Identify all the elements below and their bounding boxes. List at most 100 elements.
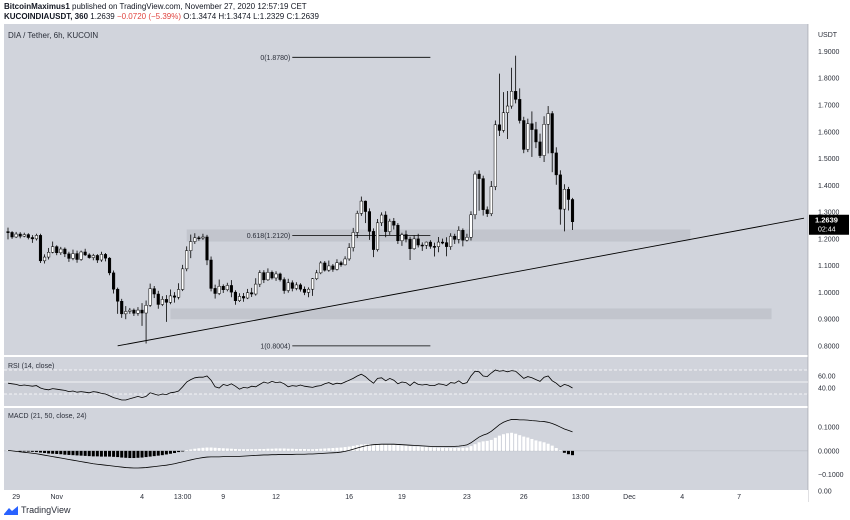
macd-histogram-bar: [510, 432, 514, 451]
macd-histogram-bar: [152, 450, 156, 457]
candle-body: [538, 141, 542, 156]
macd-histogram-bar: [266, 448, 270, 451]
macd-histogram-bar: [156, 450, 160, 456]
candle-body: [315, 272, 319, 280]
macd-histogram-bar: [22, 450, 26, 452]
macd-histogram-bar: [278, 448, 282, 451]
candle-body: [514, 91, 518, 100]
candle-body: [274, 273, 278, 279]
time-tick-label: 29: [12, 494, 20, 501]
candle-body: [164, 299, 168, 303]
macd-histogram-bar: [343, 447, 347, 451]
candle-body: [396, 224, 400, 241]
candle-body: [445, 242, 449, 247]
candle-body: [416, 238, 420, 246]
candle-body: [294, 284, 298, 289]
tradingview-footer: TradingView: [4, 504, 71, 516]
macd-histogram-bar: [457, 448, 461, 451]
macd-histogram-bar: [376, 444, 380, 451]
macd-histogram-bar: [209, 447, 213, 451]
candle-body: [95, 255, 99, 261]
macd-histogram-bar: [181, 450, 185, 452]
candle-body: [128, 309, 132, 312]
macd-histogram-bar: [237, 449, 241, 451]
candle-body: [453, 235, 457, 240]
candle-body: [71, 253, 75, 259]
macd-histogram-bar: [18, 450, 22, 452]
candle-body: [497, 124, 501, 131]
tradingview-brand: TradingView: [21, 505, 71, 515]
candle-body: [144, 305, 148, 314]
macd-histogram-bar: [315, 448, 319, 451]
last-price: 1.2639: [90, 12, 115, 21]
macd-histogram-bar: [327, 448, 331, 451]
candle-body: [22, 234, 26, 237]
candle-body: [225, 285, 229, 290]
candle-body: [550, 113, 554, 154]
macd-histogram-bar: [461, 447, 465, 451]
macd-histogram-bar: [562, 450, 566, 453]
macd-histogram-bar: [290, 448, 294, 451]
macd-histogram-bar: [384, 444, 388, 451]
candle-body: [38, 235, 43, 262]
price-tick-label: 1.1000: [818, 263, 840, 270]
macd-tick-label: 0.00: [818, 489, 832, 496]
candle-body: [107, 257, 112, 274]
candle-body: [120, 300, 124, 315]
candle-body: [323, 262, 327, 271]
macd-histogram-bar: [546, 443, 550, 451]
macd-histogram-bar: [233, 448, 237, 451]
macd-histogram-bar: [449, 448, 453, 451]
price-tick-label: 1.2000: [818, 236, 840, 243]
macd-histogram-bar: [550, 445, 554, 451]
macd-histogram-bar: [99, 450, 103, 457]
price-chart[interactable]: 0(1.8780)0.618(1.2120)1(0.8004) 60.0040.…: [0, 24, 850, 502]
candle-body: [205, 236, 209, 261]
candle-body: [26, 234, 30, 238]
macd-histogram-bar: [331, 448, 335, 451]
candle-body: [217, 286, 221, 294]
candle-body: [103, 254, 108, 259]
last-price-value: 1.2639: [815, 216, 838, 225]
candle-body: [116, 288, 120, 302]
macd-histogram-bar: [441, 447, 445, 451]
macd-histogram-bar: [485, 440, 489, 451]
macd-histogram-bar: [311, 449, 315, 451]
price-axis-bg: [808, 24, 850, 502]
macd-histogram-bar: [258, 448, 262, 451]
candle-body: [172, 295, 177, 298]
candle-body: [181, 268, 185, 290]
candle-body: [526, 123, 530, 150]
candle-body: [278, 273, 282, 280]
tradingview-logo-icon: [4, 505, 18, 515]
candle-body: [534, 129, 538, 143]
candle-body: [75, 253, 79, 260]
macd-histogram-bar: [424, 447, 428, 451]
time-tick-label: 16: [345, 494, 353, 501]
candle-body: [152, 288, 156, 295]
candle-body: [112, 272, 116, 290]
candle-body: [124, 311, 128, 315]
time-axis-bg: [4, 490, 808, 502]
candle-body: [258, 272, 262, 285]
macd-histogram-bar: [26, 450, 30, 452]
macd-histogram-bar: [506, 433, 510, 451]
price-tick-label: 1.7000: [818, 102, 840, 109]
candle-body: [10, 232, 14, 238]
time-tick-label: 7: [737, 494, 741, 501]
macd-histogram-bar: [95, 450, 99, 457]
macd-histogram-bar: [128, 450, 132, 459]
macd-histogram-bar: [79, 450, 83, 456]
candle-body: [469, 214, 473, 238]
candle-body: [400, 234, 404, 241]
candle-body: [510, 91, 514, 107]
macd-histogram-bar: [388, 444, 392, 451]
ohlc-low: L:1.2329: [253, 12, 285, 21]
candle-body: [441, 241, 445, 244]
macd-histogram-bar: [168, 450, 172, 454]
macd-histogram-bar: [380, 444, 384, 451]
macd-histogram-bar: [372, 444, 376, 451]
time-tick-label: 13:00: [174, 494, 192, 501]
time-tick-label: 4: [680, 494, 684, 501]
macd-histogram-bar: [140, 450, 144, 458]
